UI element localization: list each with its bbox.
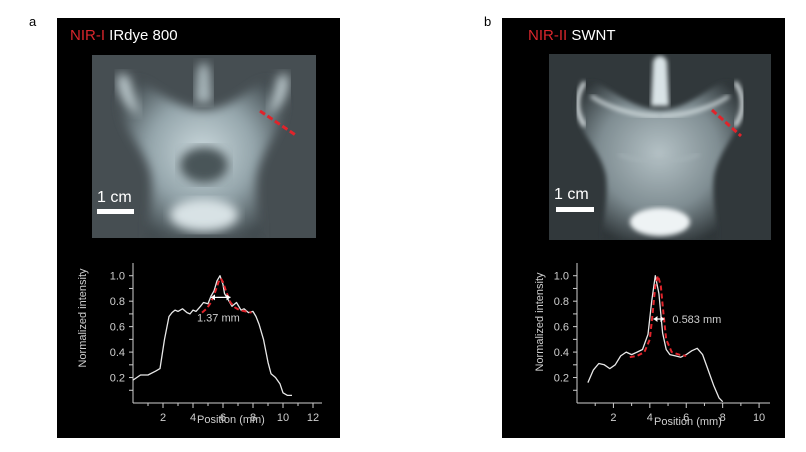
panel-a-fwhm-arrow-left (211, 294, 215, 301)
panel-b-x-tick-label: 10 (753, 412, 765, 424)
panel-a-series-fit (201, 277, 252, 314)
panel-b-y-axis-label: Normalized intensity (534, 272, 546, 372)
panel-a-fwhm-arrow-right (226, 294, 231, 301)
panel-a-title-agent: IRdye 800 (109, 27, 178, 44)
panel-a-y-tick-label: 0.8 (110, 296, 125, 308)
panel-a-y-tick-label: 0.4 (110, 347, 125, 359)
panel-a-title-nir: NIR-I (70, 27, 105, 44)
panel-b-fwhm-label: 0.583 mm (672, 314, 721, 326)
panel-b-x-tick-label: 8 (720, 412, 726, 424)
panel-a-series-measured (132, 275, 292, 397)
panel-a-letter: a (29, 14, 37, 29)
panel-a-y-axis-label: Normalized intensity (77, 268, 89, 368)
panel-a-y-tick-label: 0.6 (110, 322, 125, 334)
panel-b-x-tick-label: 4 (647, 412, 653, 424)
panel-b-y-tick-label: 0.8 (554, 296, 569, 308)
panel-b-letter: b (484, 14, 492, 29)
panel-b-title: NIR-II SWNT (528, 27, 616, 44)
panel-a-title: NIR-I IRdye 800 (70, 27, 178, 44)
panel-b-y-tick-label: 0.6 (554, 322, 569, 334)
panel-a-x-tick-label: 6 (220, 412, 226, 424)
panel-a-x-axis-label: Position (mm) (197, 414, 265, 426)
panel-b-title-nir: NIR-II (528, 27, 568, 44)
panel-b-plot: 2 4 6 8 10 0.2 0.4 0.6 0.8 1.0 0.583 mm (502, 240, 785, 438)
panel-a-y-tick-label: 0.2 (110, 373, 125, 385)
panel-b-scale-bar (556, 207, 594, 212)
panel-a-plot: 2 4 6 8 10 12 0.2 0.4 0.6 0.8 1.0 1.37 mm (57, 240, 340, 438)
panel-b-fwhm-arrow-right (660, 316, 665, 322)
panel-b-title-agent: SWNT (571, 27, 616, 44)
panel-a-scale-bar (97, 209, 134, 214)
panel-a-x-tick-label: 4 (190, 412, 196, 424)
panel-b: NIR-II SWNT 1 (502, 18, 785, 438)
panel-a-scale-label: 1 cm (97, 189, 132, 206)
panel-b-y-tick-label: 0.4 (554, 347, 569, 359)
panel-b-scale-label: 1 cm (554, 186, 589, 203)
panel-b-mouse-image (549, 54, 771, 240)
panel-b-x-axis-label: Position (mm) (654, 416, 722, 428)
panel-a-x-tick-label: 12 (307, 412, 319, 424)
panel-a-fwhm-label: 1.37 mm (197, 312, 240, 324)
panel-b-x-tick-label: 2 (610, 412, 616, 424)
panel-b-series-fit (629, 274, 687, 359)
panel-b-series-measured (587, 275, 724, 403)
panel-a-y-tick-label: 1.0 (110, 271, 125, 283)
panel-b-y-tick-label: 0.2 (554, 373, 569, 385)
panel-b-y-tick-label: 1.0 (554, 271, 569, 283)
panel-a-x-tick-label: 10 (277, 412, 289, 424)
panel-a-x-tick-label: 2 (160, 412, 166, 424)
panel-a-x-tick-label: 8 (250, 412, 256, 424)
panel-b-x-tick-label: 6 (683, 412, 689, 424)
panel-b-fwhm-arrow-left (653, 316, 658, 322)
panel-a-mouse-image (92, 55, 316, 238)
